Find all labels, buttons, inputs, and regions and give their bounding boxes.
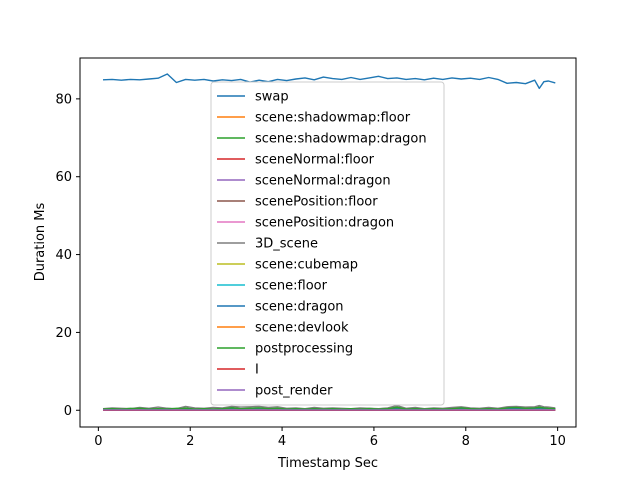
legend-label-12: postprocessing xyxy=(255,342,353,357)
y-axis-label: Duration Ms xyxy=(33,202,48,281)
legend-label-5: scenePosition:floor xyxy=(255,195,378,210)
x-tick-label-5: 10 xyxy=(549,434,566,449)
legend-label-8: scene:cubemap xyxy=(255,258,358,273)
y-tick-label-2: 40 xyxy=(55,248,72,263)
legend-box xyxy=(210,81,445,406)
x-tick-label-2: 4 xyxy=(278,434,286,449)
series-line-12 xyxy=(102,406,556,410)
legend-label-7: 3D_scene xyxy=(255,237,318,252)
y-axis-ticks: 0 20 40 60 80 xyxy=(55,92,80,419)
x-tick-label-0: 0 xyxy=(94,434,102,449)
series-line-7 xyxy=(102,404,556,410)
series-line-0 xyxy=(102,73,556,90)
legend-label-4: sceneNormal:dragon xyxy=(255,174,391,189)
legend-label-14: post_render xyxy=(255,384,333,399)
legend: swap scene:shadowmap:floor scene:shadowmap… xyxy=(210,81,445,406)
legend-label-9: scene:floor xyxy=(255,279,328,294)
legend-label-3: sceneNormal:floor xyxy=(255,153,375,168)
x-axis-ticks: 0 2 4 6 8 10 xyxy=(94,427,566,449)
series-lines xyxy=(102,73,556,411)
y-tick-label-4: 80 xyxy=(55,92,72,107)
legend-label-2: scene:shadowmap:dragon xyxy=(255,132,427,147)
x-tick-label-4: 8 xyxy=(462,434,470,449)
legend-label-1: scene:shadowmap:floor xyxy=(255,111,411,126)
legend-label-13: I xyxy=(255,363,259,378)
y-tick-label-0: 0 xyxy=(64,404,72,419)
x-tick-label-3: 6 xyxy=(370,434,378,449)
y-tick-label-3: 60 xyxy=(55,170,72,185)
plot-frame xyxy=(79,57,577,428)
legend-label-11: scene:devlook xyxy=(255,321,349,336)
x-axis-label: Timestamp Sec xyxy=(277,456,378,471)
legend-label-6: scenePosition:dragon xyxy=(255,216,394,231)
legend-label-0: swap xyxy=(255,90,289,105)
legend-label-10: scene:dragon xyxy=(255,300,344,315)
x-tick-label-1: 2 xyxy=(186,434,194,449)
y-tick-label-1: 20 xyxy=(55,326,72,341)
